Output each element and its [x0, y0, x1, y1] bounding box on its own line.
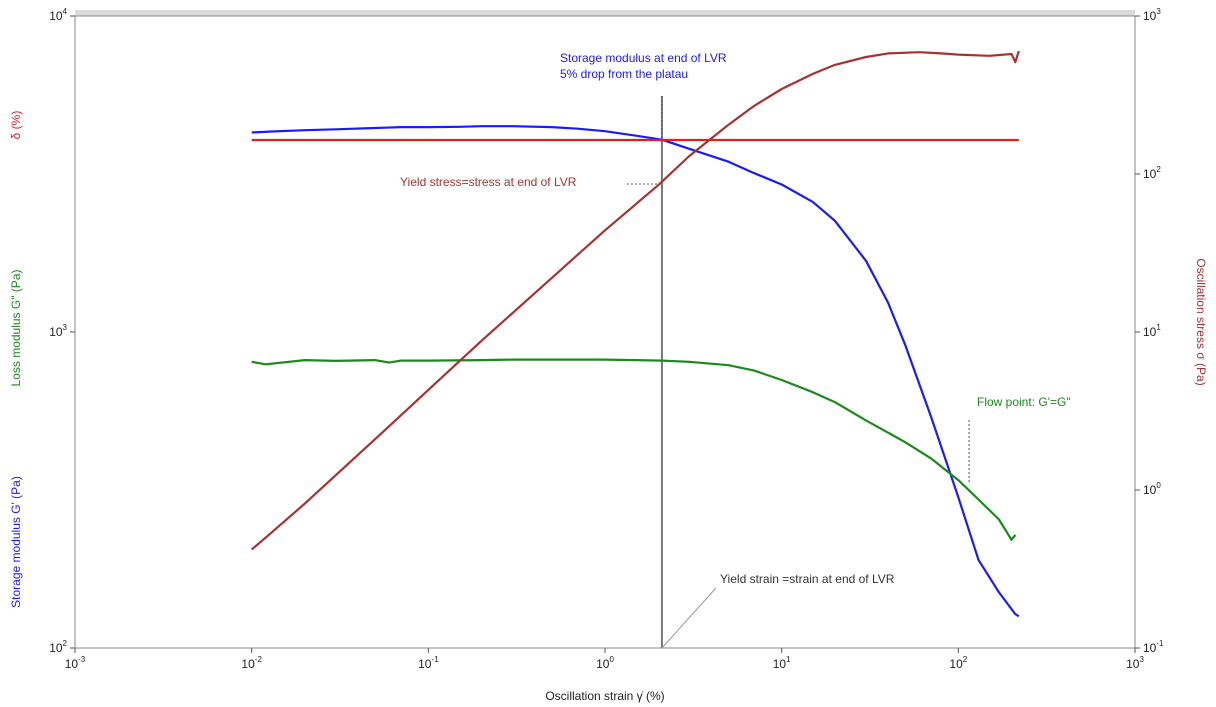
y-right-label-stress: Oscillation stress σ (Pa) — [1194, 258, 1208, 385]
series-line-0 — [251, 125, 1020, 618]
y-left-label-storage: Storage modulus G' (Pa) — [9, 476, 23, 608]
yield-strain-pointer — [661, 587, 717, 649]
series-line-3 — [250, 50, 1020, 551]
y-right-tick-label: 103 — [1143, 7, 1161, 23]
ticks-layer: 10-3 10-2 10-1 100 101 102 103 102 103 104 10-1 100… — [49, 7, 1164, 671]
top-band — [75, 10, 1135, 16]
annotation-flow-point: Flow point: G'=G" — [977, 395, 1071, 409]
y-left-tick-label: 102 — [49, 639, 67, 655]
x-tick-label: 10-3 — [65, 655, 86, 671]
x-tick-label: 103 — [1126, 655, 1144, 671]
x-tick-label: 100 — [596, 655, 614, 671]
series-layer — [250, 50, 1020, 618]
annotation-yield-strain: Yield strain =strain at end of LVR — [720, 572, 895, 586]
annotation-storage-lvr: Storage modulus at end of LVR — [560, 51, 727, 65]
y-left-tick-label: 104 — [49, 7, 67, 23]
y-left-label-loss: Loss modulus G" (Pa) — [9, 270, 23, 387]
x-tick-label: 10-2 — [241, 655, 262, 671]
y-right-tick-label: 100 — [1143, 481, 1161, 497]
y-right-tick-label: 10-1 — [1143, 639, 1164, 655]
x-tick-label: 102 — [949, 655, 967, 671]
annotation-yield-stress: Yield stress=stress at end of LVR — [400, 175, 577, 189]
x-axis-label: Oscillation strain γ̇ (%) — [545, 689, 664, 703]
guides-layer — [627, 96, 970, 649]
y-left-tick-label: 103 — [49, 323, 67, 339]
series-line-1 — [251, 358, 1017, 541]
y-right-tick-label: 102 — [1143, 165, 1161, 181]
annotation-5pct-drop: 5% drop from the platau — [560, 67, 688, 81]
y-left-label-delta: δ (%) — [9, 111, 23, 140]
y-right-tick-label: 101 — [1143, 323, 1161, 339]
x-tick-label: 101 — [773, 655, 791, 671]
x-tick-label: 10-1 — [418, 655, 439, 671]
